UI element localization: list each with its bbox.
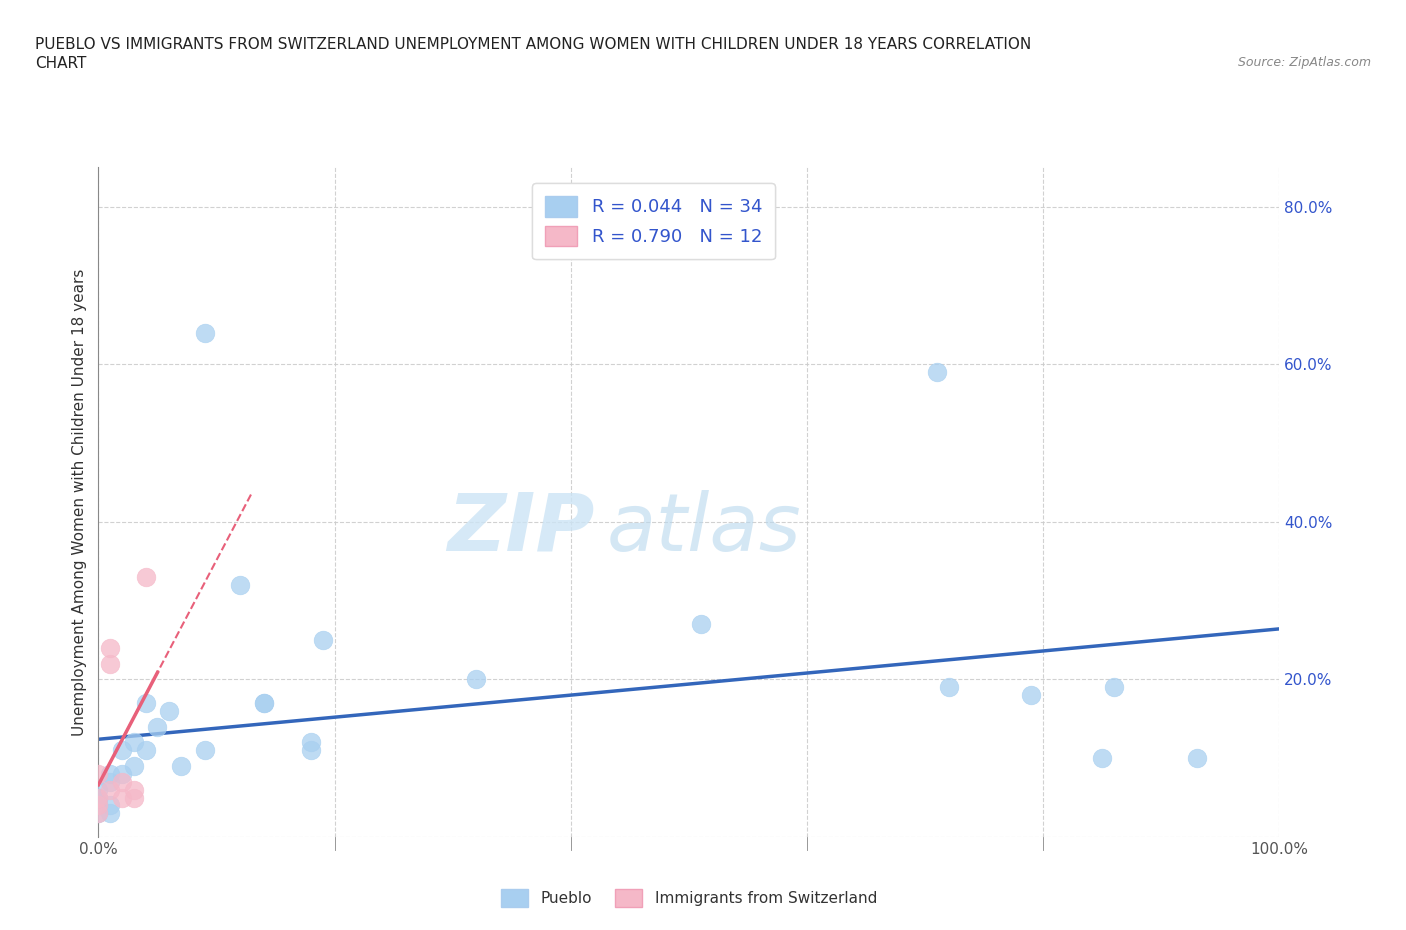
Text: Source: ZipAtlas.com: Source: ZipAtlas.com xyxy=(1237,56,1371,69)
Point xyxy=(111,766,134,781)
Point xyxy=(170,759,193,774)
Point xyxy=(87,798,110,813)
Point xyxy=(1102,680,1125,695)
Point xyxy=(98,775,121,790)
Point xyxy=(98,766,121,781)
Point xyxy=(194,743,217,758)
Point xyxy=(1091,751,1114,765)
Point xyxy=(98,806,121,821)
Point xyxy=(299,743,322,758)
Point xyxy=(98,657,121,671)
Point xyxy=(135,743,157,758)
Point xyxy=(98,782,121,797)
Point xyxy=(157,703,180,718)
Point xyxy=(312,632,335,647)
Point xyxy=(111,790,134,805)
Legend: Pueblo, Immigrants from Switzerland: Pueblo, Immigrants from Switzerland xyxy=(495,884,883,913)
Point xyxy=(253,696,276,711)
Point xyxy=(135,569,157,584)
Point xyxy=(135,696,157,711)
Point xyxy=(146,719,169,734)
Y-axis label: Unemployment Among Women with Children Under 18 years: Unemployment Among Women with Children U… xyxy=(72,269,87,736)
Point xyxy=(122,782,145,797)
Point xyxy=(465,672,488,687)
Point xyxy=(194,326,217,340)
Point xyxy=(122,759,145,774)
Text: ZIP: ZIP xyxy=(447,490,595,568)
Point xyxy=(1021,688,1043,703)
Point xyxy=(87,766,110,781)
Point xyxy=(87,782,110,797)
Point xyxy=(111,743,134,758)
Point xyxy=(689,617,711,631)
Point xyxy=(253,696,276,711)
Point xyxy=(925,365,948,379)
Point xyxy=(122,735,145,750)
Point xyxy=(87,790,110,805)
Point xyxy=(1185,751,1208,765)
Text: atlas: atlas xyxy=(606,490,801,568)
Point xyxy=(98,641,121,656)
Point xyxy=(87,806,110,821)
Text: PUEBLO VS IMMIGRANTS FROM SWITZERLAND UNEMPLOYMENT AMONG WOMEN WITH CHILDREN UND: PUEBLO VS IMMIGRANTS FROM SWITZERLAND UN… xyxy=(35,37,1032,52)
Point xyxy=(229,578,252,592)
Point xyxy=(299,735,322,750)
Legend: R = 0.044   N = 34, R = 0.790   N = 12: R = 0.044 N = 34, R = 0.790 N = 12 xyxy=(531,183,775,259)
Point xyxy=(87,790,110,805)
Point xyxy=(938,680,960,695)
Point xyxy=(98,798,121,813)
Point xyxy=(87,798,110,813)
Point xyxy=(111,775,134,790)
Point xyxy=(122,790,145,805)
Point xyxy=(87,790,110,805)
Text: CHART: CHART xyxy=(35,56,87,71)
Point xyxy=(87,806,110,821)
